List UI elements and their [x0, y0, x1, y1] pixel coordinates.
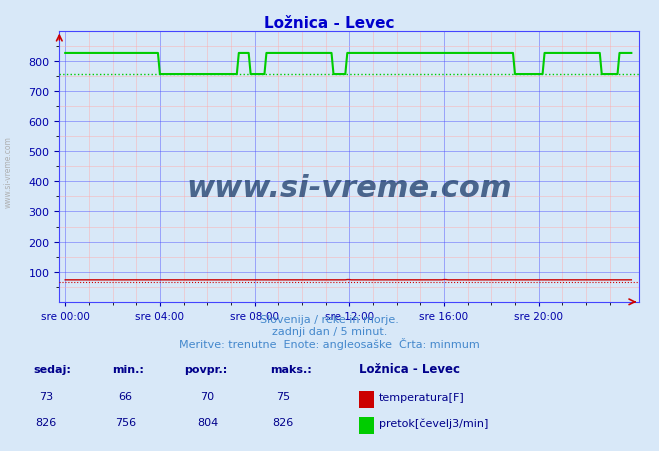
Text: 70: 70 — [200, 391, 215, 401]
Text: 826: 826 — [36, 417, 57, 427]
Text: 804: 804 — [197, 417, 218, 427]
Text: pretok[čevelj3/min]: pretok[čevelj3/min] — [379, 418, 488, 428]
Text: 66: 66 — [118, 391, 132, 401]
Text: min.:: min.: — [112, 364, 144, 374]
Text: www.si-vreme.com: www.si-vreme.com — [4, 135, 13, 207]
Text: Meritve: trenutne  Enote: angleosaške  Črta: minmum: Meritve: trenutne Enote: angleosaške Črt… — [179, 337, 480, 349]
Text: 75: 75 — [276, 391, 291, 401]
Text: Ložnica - Levec: Ložnica - Levec — [264, 16, 395, 31]
Text: 73: 73 — [39, 391, 53, 401]
Text: povpr.:: povpr.: — [185, 364, 228, 374]
Text: sedaj:: sedaj: — [33, 364, 71, 374]
Text: Ložnica - Levec: Ložnica - Levec — [359, 362, 460, 375]
Text: Slovenija / reke in morje.: Slovenija / reke in morje. — [260, 314, 399, 324]
Text: www.si-vreme.com: www.si-vreme.com — [186, 174, 512, 203]
Text: 826: 826 — [273, 417, 294, 427]
Text: maks.:: maks.: — [270, 364, 312, 374]
Text: temperatura[F]: temperatura[F] — [379, 392, 465, 402]
Text: zadnji dan / 5 minut.: zadnji dan / 5 minut. — [272, 327, 387, 336]
Text: 756: 756 — [115, 417, 136, 427]
